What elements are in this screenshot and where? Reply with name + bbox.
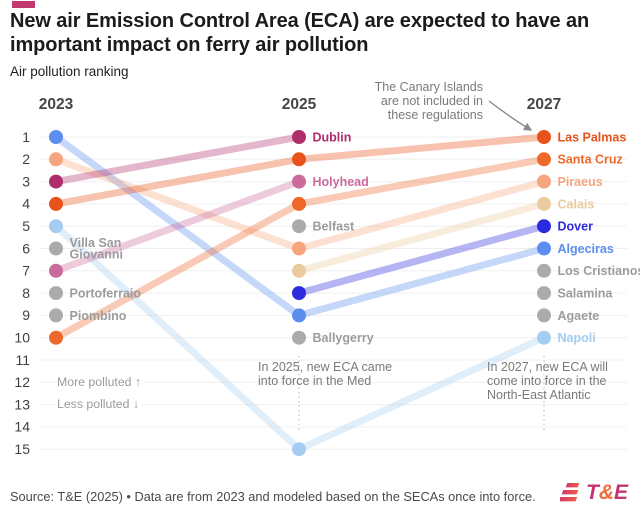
- rank-number: 15: [14, 441, 30, 457]
- rank-dot: [292, 152, 306, 167]
- axis-note-less-polluted: Less polluted ↓: [57, 397, 143, 411]
- chart-layers: 123456789101112131415AlgecirasPiraeusDub…: [14, 129, 640, 457]
- port-label: Calais: [558, 197, 595, 211]
- rank-number: 12: [14, 374, 30, 390]
- rank-dot: [537, 152, 551, 167]
- rank-dot: [292, 442, 306, 457]
- port-label: Salamina: [558, 287, 614, 301]
- rank-dot: [292, 174, 306, 189]
- rank-dot: [49, 263, 63, 278]
- column-header-2023: 2023: [38, 96, 74, 113]
- port-label: Piraeus: [558, 175, 603, 189]
- rank-line: [52, 133, 303, 186]
- port-label: Piombino: [70, 309, 127, 323]
- rank-line: [295, 200, 548, 275]
- rank-line: [52, 200, 303, 342]
- rank-dot: [49, 330, 63, 345]
- annotation-arrow: [488, 100, 533, 131]
- port-label: Villa San: [70, 236, 122, 250]
- rank-dot: [292, 330, 306, 345]
- port-label: Portoferraio: [70, 287, 142, 301]
- rank-dot: [537, 330, 551, 345]
- rank-dot: [292, 219, 306, 234]
- chart-subtitle: Air pollution ranking: [10, 64, 129, 79]
- rank-dot: [49, 308, 63, 323]
- rank-line: [52, 178, 303, 275]
- annotation-eca-2025: In 2025, new ECA came into force in the …: [258, 360, 393, 388]
- rank-dot: [537, 286, 551, 301]
- rank-dot: [537, 130, 551, 144]
- annotation-canary-islands: The Canary Islands are not included in t…: [374, 80, 483, 122]
- rank-line: [295, 222, 548, 297]
- rank-dot: [49, 219, 63, 234]
- port-label: Agaete: [558, 309, 600, 323]
- rank-number: 8: [22, 285, 30, 301]
- rank-dot: [537, 219, 551, 234]
- column-header-2027: 2027: [526, 96, 562, 113]
- rank-line: [295, 245, 548, 319]
- logo-text: T&E: [586, 480, 628, 506]
- rank-line: [52, 133, 303, 319]
- rank-line: [295, 155, 548, 208]
- logo-letter-e: E: [613, 481, 628, 504]
- rank-number: 13: [14, 396, 30, 412]
- port-label: Las Palmas: [558, 130, 627, 144]
- port-label: Dover: [558, 220, 594, 234]
- rank-number: 5: [22, 218, 30, 234]
- rank-dot: [292, 241, 306, 256]
- rank-dot: [49, 286, 63, 301]
- rank-dot: [537, 241, 551, 256]
- rank-number: 3: [22, 173, 30, 189]
- rank-dot: [537, 308, 551, 323]
- te-logo: T&E: [559, 480, 628, 506]
- rank-number: 6: [22, 240, 30, 256]
- rank-number: 1: [22, 129, 30, 145]
- rank-number: 4: [22, 196, 30, 212]
- rank-dot: [49, 174, 63, 189]
- rank-dot: [49, 152, 63, 167]
- rank-dot: [292, 286, 306, 301]
- rank-dot: [292, 130, 306, 144]
- port-label: Ballygerry: [313, 331, 374, 345]
- rank-dot: [292, 308, 306, 323]
- port-label: Holyhead: [313, 175, 369, 189]
- rank-number: 2: [22, 151, 30, 167]
- logo-stripes-icon: [559, 483, 580, 502]
- port-label: Los Cristianos: [558, 264, 640, 278]
- rank-line: [52, 155, 303, 252]
- rank-line: [295, 178, 548, 252]
- rank-dot: [49, 196, 63, 211]
- port-label: Santa Cruz: [558, 153, 623, 167]
- rank-dot: [537, 196, 551, 211]
- rank-line: [52, 155, 303, 208]
- rank-number: 11: [15, 352, 30, 368]
- axis-note-more-polluted: More polluted ↑: [57, 375, 145, 389]
- kicker-bar: [12, 1, 35, 8]
- page-title: New air Emission Control Area (ECA) are …: [10, 10, 590, 56]
- logo-letter-t: T: [585, 481, 599, 504]
- rank-dot: [49, 130, 63, 144]
- port-label: Algeciras: [558, 242, 614, 256]
- rank-number: 9: [22, 307, 30, 323]
- rank-dot: [292, 263, 306, 278]
- rank-line: [295, 133, 548, 163]
- rank-number: 10: [14, 330, 30, 346]
- port-label: Belfast: [313, 220, 356, 234]
- rank-dot: [537, 174, 551, 189]
- rank-dot: [49, 241, 63, 256]
- port-label: Giovanni: [70, 248, 123, 262]
- rank-dot: [537, 263, 551, 278]
- port-label: Dublin: [313, 130, 352, 144]
- port-label: Napoli: [558, 331, 596, 345]
- rank-dot: [292, 196, 306, 211]
- rank-line: [52, 222, 303, 453]
- annotation-eca-2027: In 2027, new ECA will come into force in…: [487, 360, 608, 402]
- column-header-2025: 2025: [281, 96, 317, 113]
- rank-number: 14: [14, 419, 30, 435]
- rank-line: [295, 334, 548, 453]
- rank-number: 7: [22, 263, 30, 279]
- source-text: Source: T&E (2025) • Data are from 2023 …: [10, 489, 536, 504]
- logo-ampersand: &: [598, 481, 614, 504]
